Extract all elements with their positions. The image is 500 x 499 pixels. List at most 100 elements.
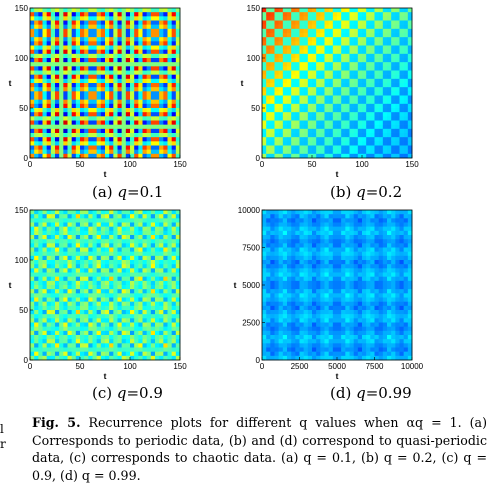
recurrence-cell bbox=[84, 335, 89, 340]
recurrence-cell bbox=[75, 137, 81, 142]
recurrence-cell bbox=[96, 218, 102, 223]
recurrence-cell bbox=[34, 297, 39, 302]
recurrence-cell bbox=[332, 53, 338, 59]
recurrence-cell bbox=[92, 276, 97, 282]
recurrence-cell bbox=[262, 33, 267, 38]
recurrence-cell bbox=[155, 305, 160, 311]
recurrence-cell bbox=[113, 310, 118, 315]
recurrence-cell bbox=[30, 45, 35, 50]
recurrence-cell bbox=[121, 289, 127, 294]
recurrence-cell bbox=[274, 289, 279, 294]
recurrence-cell bbox=[312, 210, 317, 215]
recurrence-cell bbox=[67, 145, 72, 150]
recurrence-cell bbox=[175, 247, 181, 252]
recurrence-cell bbox=[399, 322, 404, 327]
recurrence-cell bbox=[337, 301, 342, 307]
recurrence-cell bbox=[349, 108, 354, 113]
recurrence-cell bbox=[274, 310, 279, 315]
recurrence-cell bbox=[138, 153, 143, 159]
recurrence-cell bbox=[312, 301, 317, 307]
recurrence-cell bbox=[55, 24, 60, 30]
recurrence-cell bbox=[387, 289, 392, 294]
recurrence-cell bbox=[357, 247, 363, 252]
recurrence-cell bbox=[167, 70, 172, 75]
recurrence-cell bbox=[55, 70, 60, 75]
recurrence-cell bbox=[67, 133, 72, 138]
recurrence-cell bbox=[278, 78, 284, 84]
recurrence-cell bbox=[105, 272, 110, 277]
recurrence-cell bbox=[88, 222, 93, 227]
recurrence-cell bbox=[46, 243, 52, 248]
recurrence-cell bbox=[150, 108, 156, 113]
recurrence-cell bbox=[121, 210, 127, 215]
recurrence-cell bbox=[399, 24, 404, 30]
recurrence-cell bbox=[155, 276, 160, 282]
recurrence-cell bbox=[299, 83, 304, 88]
recurrence-cell bbox=[105, 247, 110, 252]
recurrence-cell bbox=[100, 37, 106, 42]
recurrence-cell bbox=[155, 343, 160, 348]
recurrence-cell bbox=[159, 28, 164, 34]
recurrence-cell bbox=[175, 83, 181, 88]
recurrence-cell bbox=[320, 8, 325, 13]
recurrence-cell bbox=[387, 264, 392, 269]
recurrence-cell bbox=[113, 235, 118, 240]
recurrence-cell bbox=[291, 45, 296, 50]
recurrence-cell bbox=[105, 351, 110, 357]
recurrence-cell bbox=[71, 133, 77, 138]
recurrence-cell bbox=[100, 318, 106, 323]
recurrence-cell bbox=[337, 297, 342, 302]
recurrence-cell bbox=[316, 222, 321, 227]
recurrence-cell bbox=[287, 251, 292, 257]
recurrence-cell bbox=[374, 41, 379, 46]
recurrence-cell bbox=[349, 49, 354, 55]
recurrence-cell bbox=[163, 16, 168, 21]
recurrence-cell bbox=[175, 293, 181, 298]
recurrence-cell bbox=[88, 339, 93, 344]
recurrence-cell bbox=[312, 108, 317, 113]
recurrence-cell bbox=[117, 103, 122, 109]
recurrence-cell bbox=[282, 322, 288, 327]
recurrence-cell bbox=[266, 264, 271, 269]
recurrence-cell bbox=[353, 310, 359, 315]
recurrence-cell bbox=[278, 137, 284, 142]
recurrence-cell bbox=[92, 49, 97, 55]
recurrence-cell bbox=[46, 33, 52, 38]
recurrence-cell bbox=[80, 218, 85, 223]
recurrence-cell bbox=[278, 276, 284, 282]
recurrence-cell bbox=[105, 276, 110, 282]
recurrence-cell bbox=[266, 255, 271, 261]
recurrence-cell bbox=[353, 78, 359, 84]
recurrence-cell bbox=[303, 297, 309, 302]
recurrence-cell bbox=[366, 28, 371, 34]
recurrence-cell bbox=[30, 133, 35, 138]
recurrence-cell bbox=[92, 264, 97, 269]
recurrence-cell bbox=[96, 78, 102, 84]
recurrence-cell bbox=[117, 120, 122, 125]
recurrence-cell bbox=[142, 285, 147, 290]
recurrence-cell bbox=[295, 128, 300, 134]
recurrence-cell bbox=[50, 289, 56, 294]
recurrence-cell bbox=[332, 99, 338, 105]
recurrence-cell bbox=[159, 12, 164, 17]
recurrence-cell bbox=[130, 260, 135, 265]
recurrence-cell bbox=[366, 141, 371, 146]
recurrence-cell bbox=[353, 153, 359, 159]
recurrence-cell bbox=[353, 49, 359, 55]
recurrence-cell bbox=[163, 28, 168, 34]
recurrence-cell bbox=[299, 58, 304, 63]
recurrence-cell bbox=[134, 103, 139, 109]
recurrence-cell bbox=[146, 210, 152, 215]
recurrence-cell bbox=[142, 326, 147, 332]
recurrence-cell bbox=[395, 305, 400, 311]
recurrence-cell bbox=[84, 339, 89, 344]
recurrence-cell bbox=[125, 326, 131, 332]
recurrence-cell bbox=[274, 145, 279, 150]
recurrence-cell bbox=[274, 133, 279, 138]
recurrence-cell bbox=[291, 62, 296, 67]
recurrence-cell bbox=[387, 153, 392, 159]
recurrence-cell bbox=[92, 16, 97, 21]
recurrence-cell bbox=[282, 53, 288, 59]
recurrence-cell bbox=[96, 322, 102, 327]
recurrence-cell bbox=[307, 66, 313, 71]
